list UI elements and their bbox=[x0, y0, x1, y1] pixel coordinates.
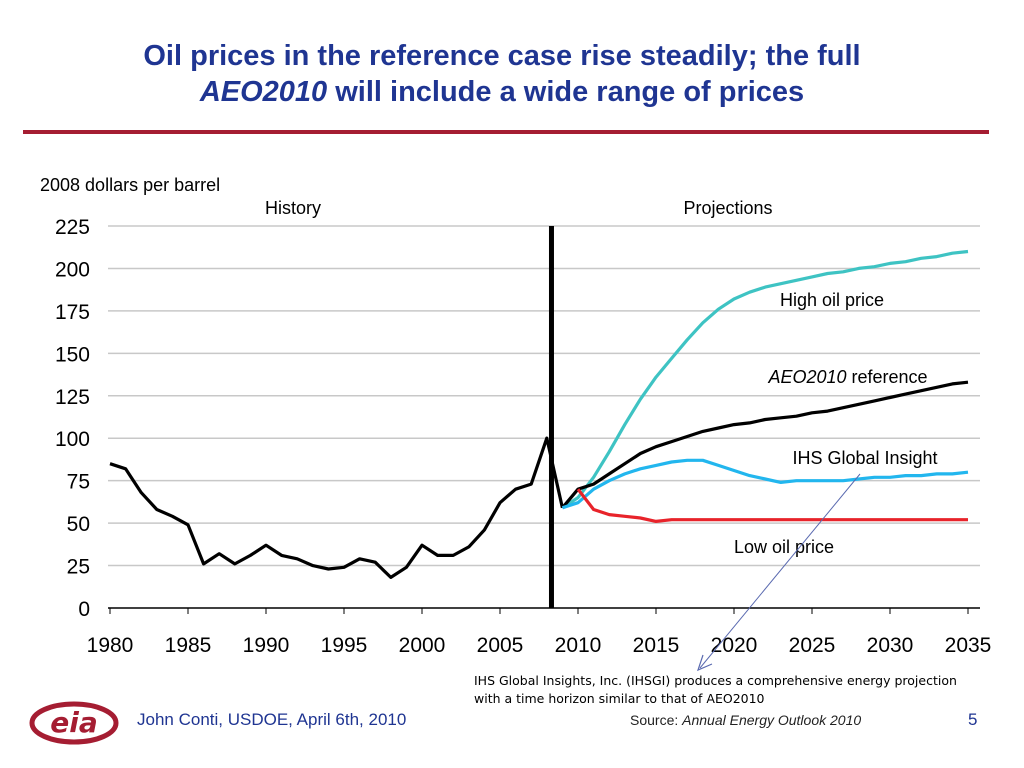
y-tick-label: 225 bbox=[55, 216, 90, 239]
series-line-history bbox=[109, 436, 564, 580]
footer-source-label: Source: bbox=[630, 712, 683, 728]
label-low-oil-price: Low oil price bbox=[734, 537, 834, 557]
y-tick-label: 50 bbox=[67, 513, 90, 536]
ihs-note-line-2: with a time horizon similar to that of A… bbox=[474, 691, 765, 706]
series-line-ihs-global-insight bbox=[561, 458, 969, 510]
label-high-oil-price: High oil price bbox=[780, 290, 884, 310]
y-tick-label: 0 bbox=[78, 598, 90, 621]
title-divider bbox=[23, 130, 989, 134]
label-reference-rest: reference bbox=[847, 367, 928, 387]
title-line-1: Oil prices in the reference case rise st… bbox=[143, 40, 861, 72]
label-aeo2010-italic: AEO2010 bbox=[767, 367, 846, 387]
y-axis-label: 2008 dollars per barrel bbox=[40, 175, 220, 195]
x-tick-label: 2010 bbox=[555, 634, 602, 657]
x-tick-label: 2030 bbox=[867, 634, 914, 657]
region-label-projections: Projections bbox=[683, 198, 772, 218]
ihs-callout-arrow-line bbox=[699, 473, 861, 669]
title-line-2: AEO2010 will include a wide range of pri… bbox=[0, 74, 1004, 110]
series-lines bbox=[109, 249, 969, 580]
title-line-2-rest: will include a wide range of prices bbox=[327, 76, 805, 108]
x-tick-label: 1990 bbox=[243, 634, 290, 657]
y-tick-label: 150 bbox=[55, 343, 90, 366]
y-tick-label: 75 bbox=[67, 471, 90, 494]
y-tick-label: 25 bbox=[67, 556, 90, 579]
ihs-note: IHS Global Insights, Inc. (IHSGI) produc… bbox=[474, 672, 1019, 708]
page-number: 5 bbox=[968, 710, 978, 729]
title-aeo2010: AEO2010 bbox=[199, 76, 328, 108]
x-tick-label: 2025 bbox=[789, 634, 836, 657]
footer-presenter: John Conti, USDOE, April 6th, 2010 bbox=[137, 710, 407, 729]
series-line-high-oil-price bbox=[561, 249, 969, 510]
x-tick-label: 1995 bbox=[321, 634, 368, 657]
x-tick-label: 2015 bbox=[633, 634, 680, 657]
footer-source-title: Annual Energy Outlook 2010 bbox=[682, 712, 862, 728]
x-tick-label: 1980 bbox=[87, 634, 134, 657]
footer-source: Source: Annual Energy Outlook 2010 bbox=[630, 712, 861, 728]
ihs-callout-arrow-head bbox=[697, 654, 713, 672]
x-tick-label: 2000 bbox=[399, 634, 446, 657]
slide-title: Oil prices in the reference case rise st… bbox=[0, 38, 1004, 110]
region-label-history: History bbox=[265, 198, 321, 218]
x-tick-label: 2005 bbox=[477, 634, 524, 657]
y-tick-label: 175 bbox=[55, 301, 90, 324]
logo-swoosh bbox=[29, 701, 119, 745]
gridlines bbox=[108, 225, 980, 567]
axes bbox=[108, 226, 980, 614]
x-tick-label: 1985 bbox=[165, 634, 212, 657]
logo-text: eia bbox=[50, 706, 97, 739]
x-tick-label: 2020 bbox=[711, 634, 758, 657]
chart-labels: 0 25 50 75 100 125 150 175 200 225 1980 1985 1990 199… bbox=[40, 175, 992, 672]
eia-logo: eia bbox=[29, 701, 119, 745]
label-aeo2010-reference: AEO2010 reference bbox=[767, 367, 927, 387]
y-tick-label: 125 bbox=[55, 386, 90, 409]
series-line-low-oil-price bbox=[576, 488, 968, 524]
label-ihs-global-insight: IHS Global Insight bbox=[792, 448, 937, 468]
y-tick-label: 200 bbox=[55, 258, 90, 281]
y-tick-label: 100 bbox=[55, 428, 90, 451]
series-line-aeo2010-reference bbox=[561, 380, 969, 509]
x-tick-label: 2035 bbox=[945, 634, 992, 657]
ihs-note-line-1: IHS Global Insights, Inc. (IHSGI) produc… bbox=[474, 673, 957, 688]
